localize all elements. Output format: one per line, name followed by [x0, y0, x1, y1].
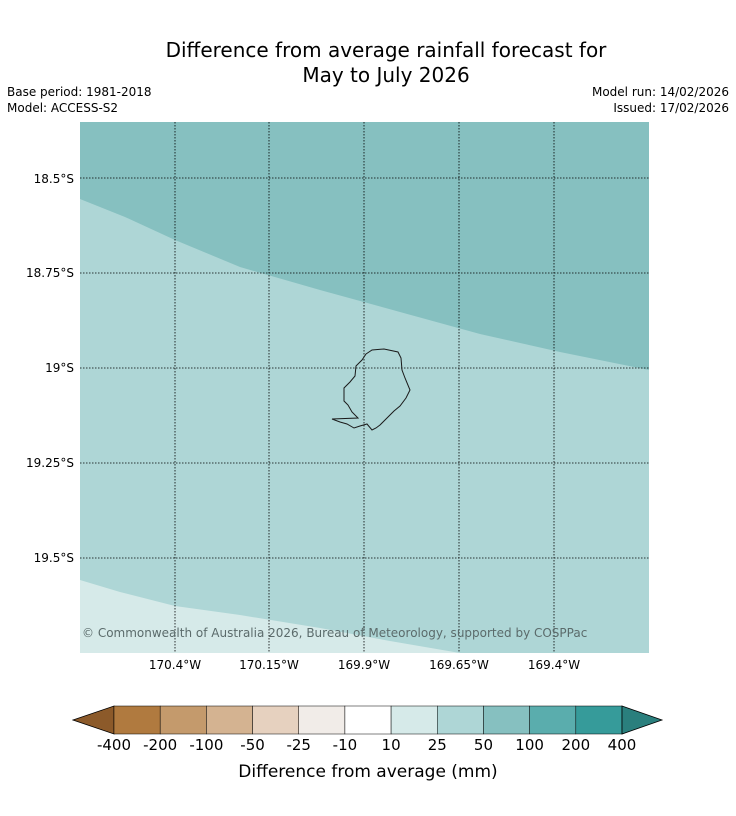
lat-label-19-5: 19.5°S [33, 551, 74, 565]
colorbar-tick-label: -100 [189, 736, 224, 754]
colorbar-tick-label: 100 [515, 736, 544, 754]
lon-label-170-15: 170.15°W [239, 658, 299, 672]
base-period: Base period: 1981-2018 [7, 85, 152, 99]
colorbar-tick-label: -25 [286, 736, 311, 754]
colorbar-extend-low [71, 705, 115, 735]
map-panel [80, 122, 649, 653]
map-svg [80, 122, 649, 653]
colorbar-segment [113, 705, 161, 735]
lon-label-169-9: 169.9°W [337, 658, 391, 672]
lon-label-170-4: 170.4°W [148, 658, 202, 672]
title-line-2: May to July 2026 [302, 63, 470, 87]
colorbar-tick-label: 200 [561, 736, 591, 754]
chart-title: Difference from average rainfall forecas… [0, 38, 736, 88]
colorbar-segment [298, 705, 346, 735]
lon-label-169-4: 169.4°W [527, 658, 581, 672]
colorbar-segment [344, 705, 392, 735]
lon-label-169-65: 169.65°W [429, 658, 489, 672]
lat-label-19: 19°S [45, 361, 74, 375]
region-10-25mm [80, 580, 460, 653]
lat-label-18-75: 18.75°S [26, 266, 74, 280]
colorbar-segment [206, 705, 253, 735]
model-run: Model run: 14/02/2026 [591, 85, 729, 99]
colorbar-tick-label: 50 [473, 736, 493, 754]
colorbar-tick-label: -50 [240, 736, 265, 754]
meta-left: Base period: 1981-2018 Model: ACCESS-S2 [7, 84, 152, 116]
issued-date: Issued: 17/02/2026 [613, 101, 729, 115]
model-name: Model: ACCESS-S2 [7, 101, 119, 115]
colorbar-svg [71, 705, 664, 735]
colorbar-tick-label: 25 [427, 736, 447, 754]
colorbar-segment [575, 705, 623, 735]
region-100-200mm [80, 122, 649, 370]
colorbar-tick-label: -200 [143, 736, 178, 754]
colorbar-tick-label: 400 [607, 736, 637, 754]
colorbar-segment [437, 705, 484, 735]
colorbar-extend-high [621, 705, 664, 735]
colorbar-label: Difference from average (mm) [238, 762, 498, 782]
colorbar-segment [483, 705, 530, 735]
colorbar-tick-label: -400 [96, 736, 132, 754]
colorbar-segment [390, 705, 438, 735]
title-line-1: Difference from average rainfall forecas… [165, 38, 607, 62]
colorbar-segment [252, 705, 299, 735]
colorbar-tick-label: -10 [332, 736, 358, 754]
lat-label-18-5: 18.5°S [33, 172, 74, 186]
colorbar-tick-label: 10 [381, 736, 401, 754]
copyright-text: © Commonwealth of Australia 2026, Bureau… [82, 626, 588, 640]
colorbar-segment [529, 705, 577, 735]
niue-island-outline [331, 348, 411, 431]
lat-label-19-25: 19.25°S [26, 456, 74, 470]
colorbar-segment [159, 705, 207, 735]
graticule [80, 122, 649, 653]
colorbar [71, 704, 664, 740]
meta-right: Model run: 14/02/2026 Issued: 17/02/2026 [592, 84, 729, 116]
